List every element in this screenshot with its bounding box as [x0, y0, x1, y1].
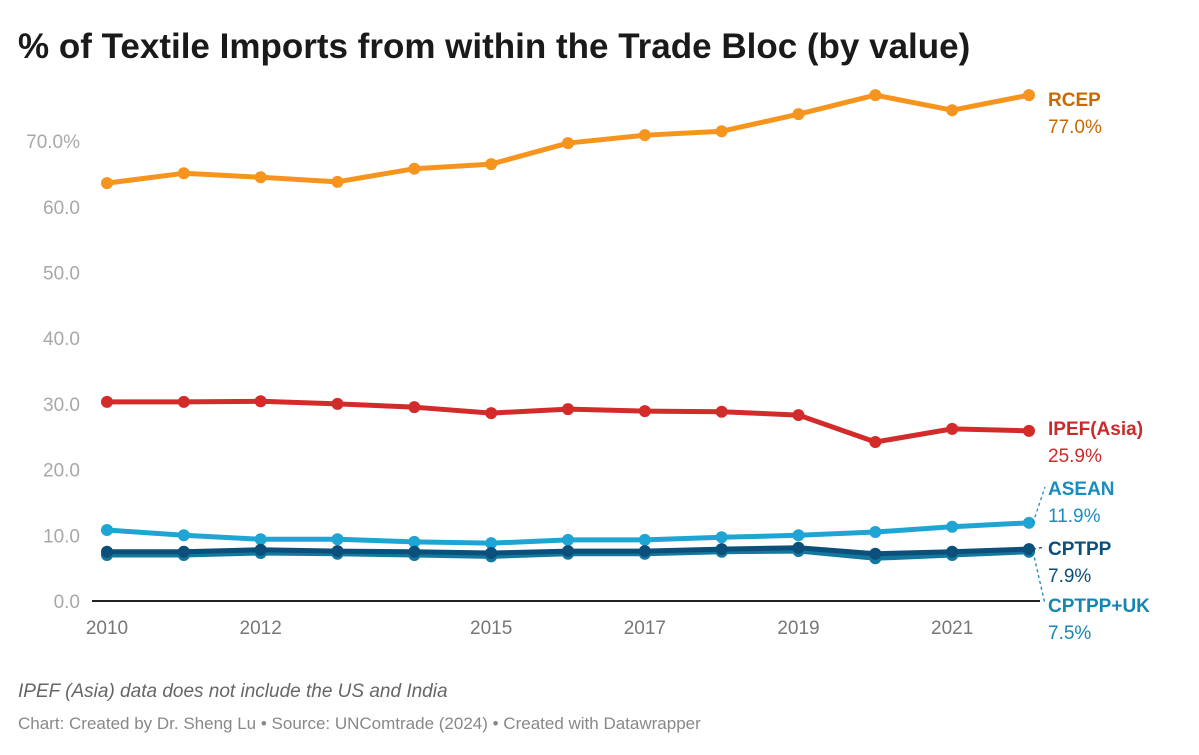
- x-tick-label: 2010: [86, 618, 128, 639]
- data-point: [1023, 424, 1035, 437]
- data-point: [101, 524, 113, 537]
- y-tick-label: 50.0: [43, 264, 80, 285]
- series-end-value: 11.9%: [1048, 506, 1101, 527]
- series-end-value: 25.9%: [1048, 446, 1102, 467]
- data-point: [177, 395, 190, 408]
- chart-footer: Chart: Created by Dr. Sheng Lu • Source:…: [18, 714, 701, 733]
- data-point: [562, 545, 574, 558]
- data-point: [638, 533, 651, 546]
- data-point: [869, 436, 882, 449]
- y-tick-label: 30.0: [43, 395, 80, 416]
- data-point: [254, 395, 267, 408]
- data-point: [638, 405, 651, 418]
- data-point: [792, 108, 805, 121]
- chart-title: % of Textile Imports from within the Tra…: [18, 27, 970, 66]
- data-point: [177, 545, 190, 558]
- data-point: [177, 529, 190, 542]
- data-point: [485, 407, 498, 420]
- data-point: [792, 409, 805, 422]
- x-tick-label: 2015: [470, 618, 512, 639]
- data-point: [638, 545, 651, 558]
- data-point: [562, 403, 574, 416]
- leader-line: [1032, 551, 1046, 605]
- series-cptpp: [101, 541, 1035, 560]
- x-axis: 2010 2012 2015 2017 2019 2021: [86, 618, 973, 639]
- data-point: [946, 520, 959, 533]
- data-point: [562, 533, 574, 546]
- data-point: [254, 533, 267, 546]
- y-tick-label: 20.0: [43, 461, 80, 482]
- data-point: [101, 177, 113, 190]
- series-label: ASEAN: [1048, 479, 1115, 500]
- leader-line: [1032, 546, 1046, 550]
- series-group: [101, 89, 1035, 565]
- y-tick-label: 60.0: [43, 198, 80, 219]
- x-tick-label: 2017: [624, 618, 666, 639]
- series-label: CPTPP: [1048, 539, 1112, 560]
- data-point: [101, 545, 113, 558]
- series-label: RCEP: [1048, 90, 1101, 111]
- data-point: [177, 167, 190, 180]
- data-point: [792, 541, 805, 554]
- y-tick-label: 0.0: [54, 592, 80, 613]
- y-tick-label: 40.0: [43, 329, 80, 350]
- data-point: [946, 545, 959, 558]
- end-labels: RCEP 77.0% IPEF(Asia) 25.9% ASEAN 11.9% CPTPP+…: [1032, 90, 1150, 644]
- data-point: [946, 104, 959, 117]
- data-point: [485, 158, 498, 171]
- data-point: [485, 547, 498, 560]
- data-point: [331, 397, 344, 410]
- data-point: [869, 547, 882, 560]
- data-point: [1023, 89, 1035, 102]
- y-tick-label: 10.0: [43, 526, 80, 547]
- data-point: [408, 545, 421, 558]
- data-point: [1023, 543, 1035, 556]
- series-end-value: 7.5%: [1048, 623, 1091, 644]
- series-ipef-asia-: [101, 395, 1035, 449]
- data-point: [485, 537, 498, 550]
- data-point: [408, 401, 421, 414]
- series-rcep: [101, 89, 1035, 190]
- data-point: [254, 171, 267, 184]
- data-point: [408, 162, 421, 175]
- data-point: [254, 543, 267, 556]
- x-tick-label: 2012: [240, 618, 282, 639]
- data-point: [715, 125, 728, 138]
- data-point: [1023, 516, 1035, 529]
- data-point: [331, 175, 344, 188]
- chart-note: IPEF (Asia) data does not include the US…: [18, 681, 448, 702]
- y-tick-label: 70.0%: [26, 132, 80, 153]
- data-point: [792, 529, 805, 542]
- y-axis: 0.0 10.0 20.0 30.0 40.0 50.0 60.0 70.0%: [26, 132, 80, 613]
- data-point: [715, 543, 728, 556]
- data-point: [331, 533, 344, 546]
- x-tick-label: 2019: [777, 618, 819, 639]
- data-point: [562, 137, 574, 150]
- data-point: [638, 129, 651, 142]
- data-point: [869, 526, 882, 539]
- series-asean: [101, 516, 1035, 550]
- data-point: [715, 405, 728, 418]
- data-point: [946, 422, 959, 435]
- series-end-value: 7.9%: [1048, 566, 1091, 587]
- data-point: [331, 545, 344, 558]
- series-label: IPEF(Asia): [1048, 419, 1143, 440]
- series-label: CPTPP+UK: [1048, 596, 1150, 617]
- x-tick-label: 2021: [931, 618, 973, 639]
- data-point: [101, 395, 113, 408]
- data-point: [408, 535, 421, 548]
- series-end-value: 77.0%: [1048, 117, 1102, 138]
- leader-line: [1032, 486, 1046, 524]
- data-point: [869, 89, 882, 102]
- data-point: [715, 531, 728, 544]
